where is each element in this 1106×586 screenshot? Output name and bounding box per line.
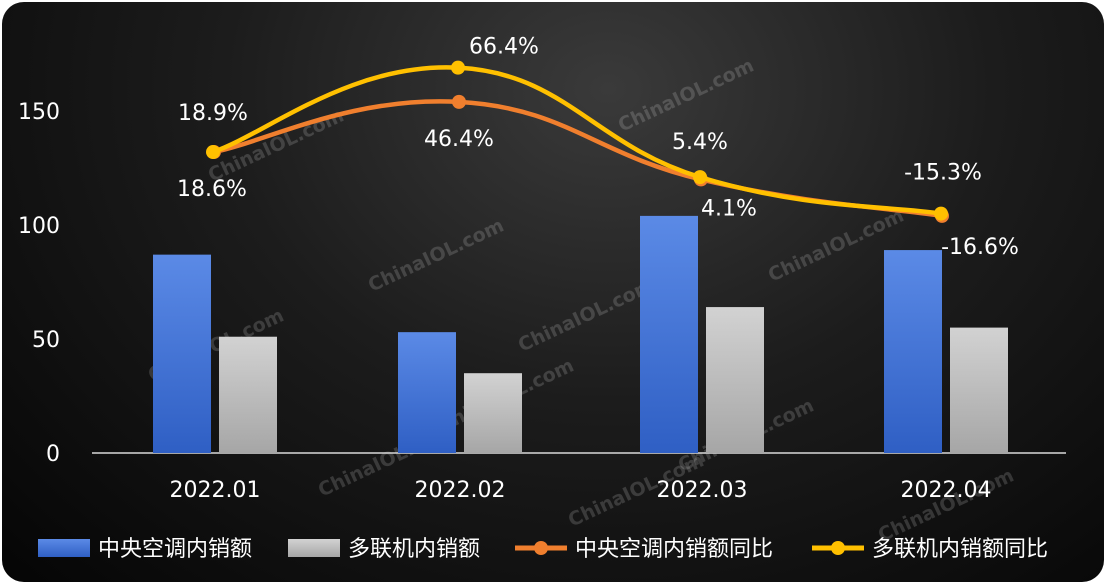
watermark-text-5: ChinaIOL.com [615, 54, 758, 136]
legend-central-ac-yoy-label: 中央空调内销额同比 [575, 537, 773, 562]
line-central-ac-yoy [211, 99, 945, 219]
x-tick-label-2022.04: 2022.04 [901, 478, 992, 503]
legend-vrf-swatch [288, 539, 340, 557]
watermark-text-3: ChinaIOL.com [365, 214, 508, 296]
data-label-central-ac-yoy-2022.02: 46.4% [424, 127, 494, 152]
line-vrf-yoy [210, 65, 944, 216]
legend-central-ac-label: 中央空调内销额 [98, 537, 252, 562]
y-tick-label-50: 50 [32, 328, 60, 353]
legend-central-ac-yoy-swatch-marker [534, 541, 548, 555]
bar-central-ac-2022.02 [398, 332, 456, 453]
x-tick-label-2022.03: 2022.03 [657, 478, 748, 503]
watermark-text-9: ChinaIOL.com [875, 464, 1018, 546]
point-vrf-yoy-2022.04 [934, 206, 948, 221]
legend-central-ac-swatch [38, 539, 90, 557]
x-tick-label-2022.01: 2022.01 [170, 478, 261, 503]
data-label-central-ac-yoy-2022.01: 18.6% [177, 177, 247, 202]
y-tick-label-150: 150 [18, 100, 60, 125]
legend-vrf-yoy-swatch-marker [831, 541, 845, 555]
point-vrf-yoy-2022.02 [451, 60, 465, 75]
bar-vrf-2022.03 [706, 307, 764, 453]
bar-central-ac-2022.03 [640, 215, 698, 453]
data-label-vrf-yoy-2022.03: 5.4% [672, 130, 728, 155]
point-vrf-yoy-2022.01 [206, 145, 220, 160]
data-label-central-ac-yoy-2022.03: 4.1% [701, 196, 757, 221]
legend-vrf-label: 多联机内销额 [348, 537, 480, 562]
y-tick-label-0: 0 [46, 442, 60, 467]
y-tick-label-100: 100 [18, 214, 60, 239]
data-label-vrf-yoy-2022.02: 66.4% [469, 35, 539, 60]
bar-vrf-2022.01 [219, 336, 277, 453]
data-label-central-ac-yoy-2022.04: -16.6% [941, 235, 1019, 260]
legend-vrf-yoy-label: 多联机内销额同比 [872, 537, 1048, 562]
bar-vrf-2022.04 [950, 327, 1008, 453]
bar-central-ac-2022.01 [153, 254, 211, 453]
point-vrf-yoy-2022.03 [693, 170, 707, 185]
data-label-vrf-yoy-2022.01: 18.9% [178, 101, 248, 126]
data-label-vrf-yoy-2022.04: -15.3% [904, 161, 982, 186]
watermark-text-4: ChinaIOL.com [515, 274, 658, 356]
bar-central-ac-2022.04 [884, 250, 942, 453]
bar-vrf-2022.02 [464, 373, 522, 453]
x-tick-label-2022.02: 2022.02 [415, 478, 506, 503]
point-central-ac-yoy-2022.02 [452, 94, 466, 109]
